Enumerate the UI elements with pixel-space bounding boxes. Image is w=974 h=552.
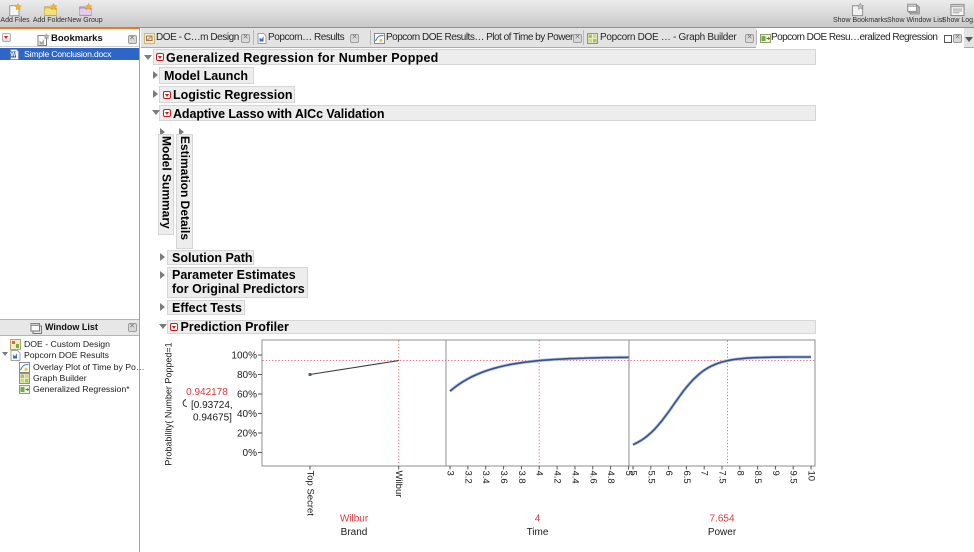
svg-text:20%: 20% <box>237 429 257 440</box>
svg-text:4: 4 <box>535 514 541 525</box>
svg-text:0%: 0% <box>243 448 258 459</box>
svg-text:5: 5 <box>628 471 639 476</box>
svg-text:[0.93724,: [0.93724, <box>191 400 233 411</box>
svg-text:8.5: 8.5 <box>752 471 763 484</box>
svg-text:3: 3 <box>445 471 456 476</box>
svg-text:Top Secret: Top Secret <box>305 471 316 517</box>
svg-text:4.2: 4.2 <box>552 471 563 484</box>
svg-text:9: 9 <box>770 471 781 476</box>
svg-text:W: W <box>10 53 16 59</box>
svg-text:Wilbur: Wilbur <box>340 514 369 525</box>
svg-text:5: 5 <box>623 471 634 476</box>
svg-text:10: 10 <box>806 471 817 482</box>
svg-text:3.4: 3.4 <box>480 471 491 484</box>
svg-text:8: 8 <box>734 471 745 476</box>
svg-text:40%: 40% <box>237 409 257 420</box>
svg-text:3.8: 3.8 <box>516 471 527 484</box>
svg-text:4: 4 <box>534 471 545 476</box>
svg-text:9.5: 9.5 <box>788 471 799 484</box>
svg-text:7.5: 7.5 <box>717 471 728 484</box>
svg-text:Time: Time <box>527 527 549 538</box>
svg-text:Power: Power <box>708 527 737 538</box>
svg-text:Brand: Brand <box>341 527 368 538</box>
svg-text:6.5: 6.5 <box>681 471 692 484</box>
svg-text:3.2: 3.2 <box>462 471 473 484</box>
svg-text:4.8: 4.8 <box>605 471 616 484</box>
svg-text:80%: 80% <box>237 370 257 381</box>
svg-text:100%: 100% <box>231 351 257 362</box>
svg-text:0.942178: 0.942178 <box>186 387 228 398</box>
svg-text:6: 6 <box>663 471 674 476</box>
svg-text:7: 7 <box>699 471 710 476</box>
svg-text:7.654: 7.654 <box>709 514 734 525</box>
svg-text:5.5: 5.5 <box>645 471 656 484</box>
svg-text:60%: 60% <box>237 390 257 401</box>
svg-text:3.6: 3.6 <box>498 471 509 484</box>
svg-text:0.94675]: 0.94675] <box>193 413 232 424</box>
svg-text:Probability( Number Popped=1: Probability( Number Popped=1 <box>164 342 174 465</box>
svg-text:Wilbur: Wilbur <box>393 471 404 498</box>
svg-text:4.6: 4.6 <box>587 471 598 484</box>
svg-text:4.4: 4.4 <box>570 471 581 484</box>
